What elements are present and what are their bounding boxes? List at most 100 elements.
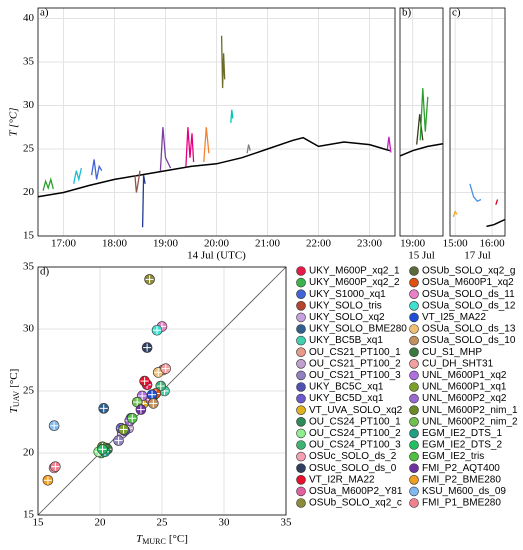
legend-marker [296, 416, 306, 427]
series-line [220, 35, 226, 89]
legend-marker [296, 463, 306, 474]
legend-label: UKY_S1000_xq1 [309, 289, 386, 300]
legend-label: VT_I2R_MA22 [309, 474, 375, 485]
series-line [246, 144, 251, 154]
legend-label: UNL_M600P2_nim_1 [422, 405, 518, 416]
legend-label: OSUa_M600P1_xq2 [422, 277, 514, 288]
legend-label: UKY_SOLO_tris [309, 300, 382, 311]
legend-marker [409, 428, 419, 439]
legend-marker [296, 370, 306, 381]
legend-label: OU_CS24_PT100_1 [309, 416, 401, 427]
legend-label: UNL_M600P2_xq2 [422, 393, 507, 404]
panel-label: b) [402, 7, 412, 19]
legend-marker [409, 370, 419, 381]
legend-marker [409, 358, 419, 369]
x-tick-label: 30 [219, 517, 231, 529]
series-line [399, 143, 444, 157]
series-line [386, 136, 392, 153]
legend-label: OSUb_SOLO_xq2_g [422, 266, 515, 277]
legend-marker [409, 451, 419, 462]
axis-label-part: [°C] [169, 533, 188, 545]
legend-label: UNL_M600P1_xq1 [422, 382, 507, 393]
legend-label: OSUc_SOLO_ds_0 [309, 463, 397, 474]
series-line [469, 183, 482, 202]
legend-marker [296, 312, 306, 323]
legend-label: UNL_M600P1_xq2 [422, 370, 507, 381]
legend-marker [409, 335, 419, 346]
legend-marker [409, 312, 419, 323]
series-line [495, 199, 499, 205]
legend-label: EGM_IE2_tris [422, 451, 484, 462]
legend-marker [296, 300, 306, 311]
series-line [90, 159, 103, 180]
legend-marker [296, 428, 306, 439]
x-tick-label: 18:00 [102, 238, 128, 250]
legend-label: UKY_M600P_xq2_2 [309, 277, 400, 288]
x-tick-label: 16:00 [480, 238, 506, 250]
legend-label: OSUc_SOLO_ds_2 [309, 451, 397, 462]
axis-label-part: T [8, 406, 20, 413]
legend-label: OSUa_SOLO_ds_12 [422, 300, 516, 311]
y-tick-label: 20 [23, 447, 35, 459]
legend-label: OU_CS21_PT100_2 [309, 358, 401, 369]
plot-frame [37, 266, 287, 516]
legend-label: OU_CS24_PT100_2 [309, 428, 401, 439]
legend-label: OSUa_SOLO_ds_13 [422, 324, 516, 335]
x-tick-label: 21:00 [255, 238, 281, 250]
y-tick-label: 35 [23, 261, 35, 273]
x-tick-label: 25 [157, 517, 169, 529]
legend-marker [409, 416, 419, 427]
y-tick-label: 25 [23, 143, 35, 155]
series-line [486, 218, 506, 228]
legend-label: OU_CS21_PT100_1 [309, 347, 401, 358]
series-line [419, 88, 429, 141]
series-line [141, 174, 146, 228]
legend-label: OU_CS24_PT100_3 [309, 440, 401, 451]
legend-label: KSU_M600_ds_09 [422, 486, 506, 497]
legend-marker [409, 289, 419, 300]
legend-label: FMI_P1_BME280 [422, 498, 501, 509]
y-tick-label: 15 [23, 509, 35, 521]
plot-frame [449, 7, 506, 237]
legend-marker [409, 277, 419, 288]
x-tick-label: 15:00 [443, 238, 469, 250]
x-axis-label: 14 Jul (UTC) [187, 250, 246, 262]
legend-label: CU_S1_MHP [422, 347, 482, 358]
axis-label-part: MURC [142, 537, 166, 546]
series-line [203, 127, 210, 163]
legend-marker [409, 300, 419, 311]
axis-label-part: UAV [12, 391, 21, 408]
legend-label: OU_CS21_PT100_3 [309, 370, 401, 381]
axis-label-part: T [136, 533, 143, 545]
legend-label: VT_UVA_SOLO_xq2 [309, 405, 403, 416]
legend-label: CU_DH_SHT31 [422, 358, 494, 369]
legend-label: UKY_BC5C_xq1 [309, 382, 384, 393]
legend-marker [296, 289, 306, 300]
series-line [42, 176, 54, 191]
legend-label: FMI_P2_AQT400 [422, 463, 500, 474]
legend-label: UKY_SOLO_BME280 [309, 324, 407, 335]
legend-marker [409, 440, 419, 450]
x-axis-label: 15 Jul [408, 250, 435, 262]
series-line [73, 167, 83, 184]
legend-label: UKY_SOLO_xq2 [309, 312, 385, 323]
series-line [159, 127, 172, 171]
y-tick-label: 30 [23, 99, 35, 111]
plot-frame [37, 7, 396, 237]
x-tick-label: 17:00 [51, 238, 77, 250]
x-tick-label: 20:00 [204, 238, 230, 250]
axis-label: TMURC [°C] [136, 533, 188, 546]
legend-label: OSUa_SOLO_ds_11 [422, 289, 515, 300]
legend-label: OSUb_SOLO_xq2_c [309, 498, 402, 509]
legend-label: FMI_P2_BME280 [422, 474, 501, 485]
legend-marker [409, 486, 419, 497]
legend-marker [296, 335, 306, 346]
legend-label: EGM_IE2_DTS_1 [422, 428, 502, 439]
x-tick-label: 22:00 [306, 238, 332, 250]
plot-frame [399, 7, 444, 237]
legend-label: EGM_IE2_DTS_2 [422, 440, 502, 451]
x-tick-label: 35 [281, 517, 293, 529]
legend-label: UKY_BC5B_xq1 [309, 335, 383, 346]
series-line [230, 109, 234, 123]
